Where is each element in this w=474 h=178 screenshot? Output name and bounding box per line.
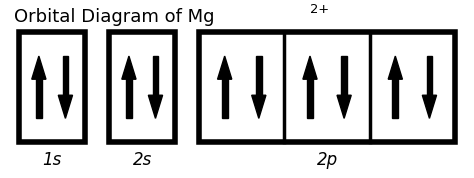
Polygon shape: [341, 56, 347, 95]
Bar: [109, 32, 175, 142]
Text: 2+: 2+: [310, 3, 329, 16]
Polygon shape: [388, 56, 402, 79]
Polygon shape: [427, 56, 432, 95]
Text: Orbital Diagram of Mg: Orbital Diagram of Mg: [14, 8, 215, 26]
Polygon shape: [148, 95, 163, 118]
Polygon shape: [422, 95, 437, 118]
Polygon shape: [303, 56, 317, 79]
Text: 2s: 2s: [133, 151, 152, 169]
Polygon shape: [153, 56, 158, 95]
Polygon shape: [256, 56, 262, 95]
Polygon shape: [63, 56, 68, 95]
Polygon shape: [307, 79, 313, 118]
Text: 2p: 2p: [317, 151, 337, 169]
Polygon shape: [32, 56, 46, 79]
Polygon shape: [252, 95, 266, 118]
Polygon shape: [392, 79, 398, 118]
Bar: [19, 32, 85, 142]
Polygon shape: [36, 79, 42, 118]
Polygon shape: [218, 56, 232, 79]
Polygon shape: [126, 79, 132, 118]
Bar: [199, 32, 455, 142]
Polygon shape: [337, 95, 351, 118]
Polygon shape: [122, 56, 136, 79]
Text: 1s: 1s: [43, 151, 62, 169]
Polygon shape: [222, 79, 228, 118]
Polygon shape: [58, 95, 73, 118]
